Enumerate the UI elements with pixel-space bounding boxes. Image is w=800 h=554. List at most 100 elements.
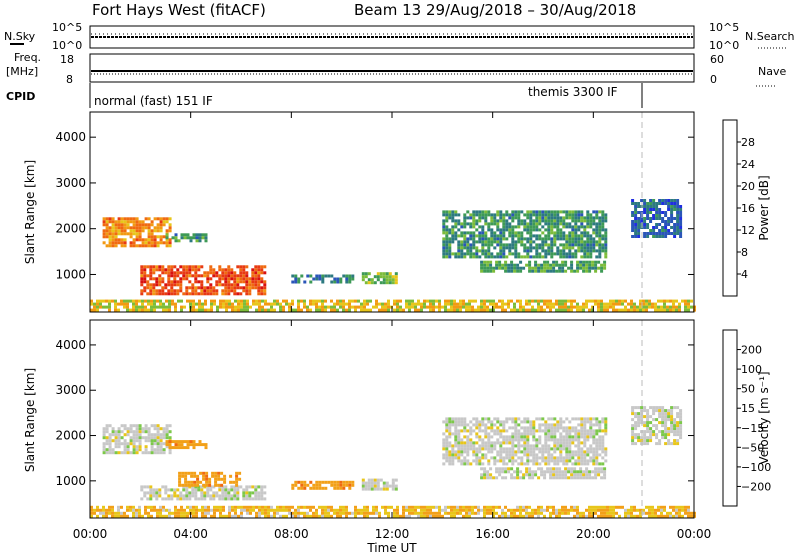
power-cell <box>507 299 510 303</box>
power-cell <box>173 292 177 296</box>
velocity-cell <box>472 450 476 454</box>
power-cell <box>571 234 575 238</box>
velocity-cell <box>178 477 182 481</box>
velocity-cell <box>108 442 112 446</box>
velocity-cell <box>117 430 121 434</box>
power-cell <box>336 299 339 303</box>
power-cell <box>141 305 144 309</box>
power-cell <box>679 217 683 220</box>
velocity-cell <box>507 514 510 518</box>
velocity-cell <box>493 447 497 451</box>
power-cell <box>637 211 641 214</box>
x-tick-label: 00:00 <box>73 527 108 541</box>
velocity-cell <box>221 497 225 501</box>
power-cell <box>132 299 135 303</box>
power-cell <box>490 240 494 244</box>
velocity-cell <box>541 447 545 451</box>
power-cell <box>535 225 539 229</box>
power-cell <box>457 240 461 244</box>
velocity-cell <box>553 423 557 427</box>
power-cell <box>108 305 111 309</box>
velocity-cell <box>589 435 593 439</box>
velocity-cell <box>426 514 429 518</box>
power-cell <box>487 252 491 256</box>
power-cell <box>502 237 506 241</box>
power-cell <box>564 299 567 303</box>
power-cell <box>209 271 213 275</box>
velocity-cell <box>532 438 536 442</box>
velocity-cell <box>475 450 479 454</box>
velocity-cell <box>661 412 665 416</box>
power-cell <box>535 213 539 217</box>
power-cell <box>544 234 548 238</box>
power-cell <box>230 286 234 290</box>
velocity-cell <box>531 473 535 477</box>
power-cell <box>264 308 267 312</box>
velocity-cell <box>640 415 644 419</box>
velocity-cell <box>111 430 115 434</box>
power-cell <box>174 236 178 240</box>
power-cell <box>519 305 522 309</box>
velocity-cell <box>592 429 596 433</box>
velocity-cell <box>652 424 656 428</box>
power-cell <box>502 228 506 232</box>
velocity-cell <box>462 514 465 518</box>
power-cell <box>463 234 467 238</box>
power-cell <box>463 240 467 244</box>
velocity-cell <box>204 508 207 512</box>
velocity-cell <box>217 483 221 487</box>
velocity-cell <box>595 456 599 460</box>
power-cell <box>173 274 177 278</box>
velocity-cell <box>135 430 139 434</box>
velocity-cell <box>196 480 200 484</box>
velocity-cell <box>523 432 527 436</box>
velocity-cell <box>120 442 124 446</box>
plot-subtitle: Beam 13 29/Aug/2018 – 30/Aug/2018 <box>354 1 636 19</box>
power-cell <box>489 308 492 312</box>
power-cell <box>159 299 162 303</box>
velocity-cell <box>564 508 567 512</box>
velocity-cell <box>552 473 556 477</box>
velocity-cell <box>257 485 261 489</box>
power-cell <box>643 217 647 220</box>
power-cell <box>649 202 653 205</box>
power-cell <box>523 219 527 223</box>
velocity-cell <box>660 511 663 515</box>
power-cell <box>237 299 240 303</box>
power-cell <box>522 305 525 309</box>
power-cell <box>579 260 583 264</box>
velocity-cell <box>540 505 543 509</box>
power-cell <box>222 299 225 303</box>
power-cell <box>225 305 228 309</box>
velocity-cell <box>327 511 330 515</box>
velocity-cell <box>580 441 584 445</box>
power-cell <box>561 263 565 267</box>
power-cell <box>651 305 654 309</box>
velocity-cell <box>120 511 123 515</box>
power-cell <box>598 240 602 244</box>
velocity-cell <box>544 420 548 424</box>
power-cell <box>378 302 381 306</box>
velocity-cell <box>538 417 542 421</box>
velocity-cell <box>495 476 499 480</box>
power-cell <box>224 271 228 275</box>
power-cell <box>541 213 545 217</box>
power-cell <box>561 305 564 309</box>
velocity-cell <box>254 491 258 495</box>
power-cell <box>120 241 124 245</box>
power-cell <box>396 299 399 303</box>
power-cell <box>501 305 504 309</box>
power-cell <box>327 305 330 309</box>
velocity-cell <box>541 459 545 463</box>
velocity-cell <box>379 478 383 482</box>
velocity-cell <box>562 441 566 445</box>
velocity-cell <box>522 476 526 480</box>
power-cell <box>239 280 243 284</box>
power-cell <box>490 231 494 235</box>
power-cell <box>586 237 590 241</box>
velocity-cell <box>484 441 488 445</box>
power-cell <box>215 292 219 296</box>
velocity-cell <box>507 470 511 474</box>
velocity-cell <box>601 462 605 466</box>
power-cell <box>324 308 327 312</box>
